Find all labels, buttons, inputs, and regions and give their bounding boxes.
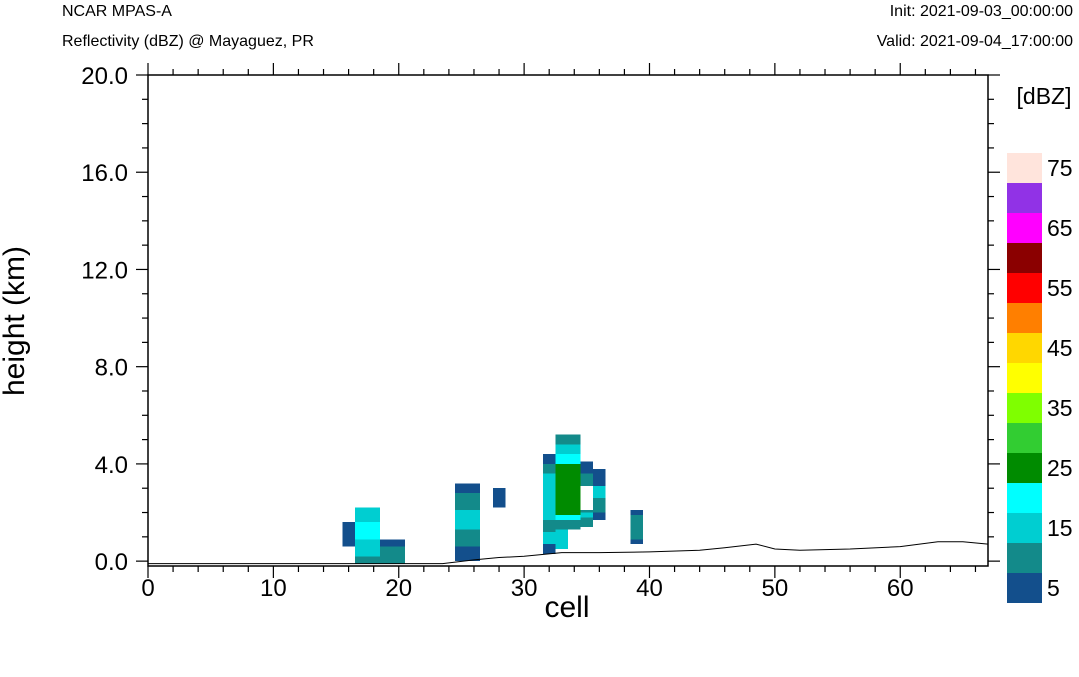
header-valid: Valid: 2021-09-04_17:00:00 bbox=[877, 33, 1073, 50]
reflectivity-cell-5 bbox=[379, 539, 406, 547]
reflectivity-cell-23 bbox=[555, 514, 581, 520]
x-tick-label-10: 10 bbox=[260, 575, 287, 602]
colorbar-label-15: 15 bbox=[1047, 515, 1073, 541]
colorbar-label-65: 65 bbox=[1047, 215, 1073, 241]
reflectivity-cell-15 bbox=[542, 473, 556, 520]
x-tick-label-50: 50 bbox=[762, 575, 789, 602]
reflectivity-cell-4 bbox=[354, 556, 380, 564]
reflectivity-cell-35 bbox=[630, 510, 644, 515]
y-tick-label-2: 8.0 bbox=[95, 355, 128, 382]
reflectivity-cell-10 bbox=[455, 529, 481, 547]
reflectivity-cell-24 bbox=[555, 519, 581, 530]
y-tick-label-0: 0.0 bbox=[95, 549, 128, 576]
header-field: Reflectivity (dBZ) @ Mayaguez, PR bbox=[62, 33, 314, 50]
reflectivity-cell-27 bbox=[580, 473, 594, 486]
reflectivity-cell-33 bbox=[593, 497, 606, 511]
reflectivity-cell-31 bbox=[593, 468, 606, 486]
reflectivity-cell-3 bbox=[354, 539, 380, 557]
colorbar-label-35: 35 bbox=[1047, 395, 1073, 421]
x-tick-label-60: 60 bbox=[887, 575, 914, 602]
reflectivity-cell-26 bbox=[580, 461, 594, 474]
y-tick-label-4: 16.0 bbox=[81, 160, 128, 187]
y-axis-label: height (km) bbox=[0, 246, 31, 396]
colorbar-label-5: 5 bbox=[1047, 575, 1060, 601]
x-tick-label-20: 20 bbox=[385, 575, 412, 602]
reflectivity-cell-21 bbox=[555, 454, 581, 464]
colorbar-swatch-65 bbox=[1007, 213, 1042, 243]
colorbar-swatch-55 bbox=[1007, 273, 1042, 303]
x-axis-label: cell bbox=[544, 591, 589, 624]
reflectivity-cell-37 bbox=[630, 539, 644, 545]
plot-frame bbox=[147, 74, 989, 567]
terrain-line bbox=[148, 541, 989, 565]
reflectivity-cell-20 bbox=[555, 444, 581, 455]
header-init: Init: 2021-09-03_00:00:00 bbox=[890, 3, 1073, 20]
reflectivity-cell-17 bbox=[542, 531, 556, 545]
colorbar-swatch-25 bbox=[1007, 453, 1042, 483]
tick-labels: 0 10 20 30 40 50 60 0.0 4.0 8.0 12.0 16.0 20.0 bbox=[81, 63, 913, 602]
colorbar-swatch-45 bbox=[1007, 333, 1042, 363]
colorbar-swatch-30 bbox=[1007, 423, 1042, 453]
reflectivity-cell-18 bbox=[542, 544, 556, 554]
colorbar-swatch-40 bbox=[1007, 363, 1042, 393]
reflectivity-cell-7 bbox=[455, 483, 481, 494]
y-tick-label-3: 12.0 bbox=[81, 257, 128, 284]
reflectivity-cell-32 bbox=[593, 485, 606, 498]
reflectivity-cell-19 bbox=[555, 434, 581, 445]
terrain-polyline bbox=[148, 541, 989, 565]
reflectivity-cell-28 bbox=[580, 512, 594, 518]
x-tick-label-40: 40 bbox=[636, 575, 663, 602]
axis-ticks bbox=[136, 63, 1000, 578]
colorbar-label-75: 75 bbox=[1047, 155, 1073, 181]
reflectivity-cell-22 bbox=[555, 463, 581, 515]
reflectivity-cell-8 bbox=[455, 493, 481, 511]
colorbar-swatch-35 bbox=[1007, 393, 1042, 423]
reflectivity-cell-9 bbox=[455, 510, 481, 530]
reflectivity-cell-16 bbox=[542, 519, 556, 532]
reflectivity-cells bbox=[342, 434, 644, 564]
reflectivity-cell-1 bbox=[354, 507, 380, 523]
colorbar: 5 15 25 35 45 55 65 75 bbox=[1007, 153, 1073, 603]
reflectivity-cell-12 bbox=[492, 488, 506, 508]
reflectivity-cell-14 bbox=[542, 463, 556, 474]
colorbar-label-55: 55 bbox=[1047, 275, 1073, 301]
reflectivity-cell-6 bbox=[379, 546, 406, 564]
colorbar-swatch-10 bbox=[1007, 543, 1042, 573]
colorbar-swatch-75 bbox=[1007, 153, 1042, 183]
reflectivity-cell-25 bbox=[555, 529, 568, 549]
reflectivity-cell-34 bbox=[593, 512, 606, 520]
reflectivity-cell-30 bbox=[580, 510, 606, 513]
reflectivity-cell-29 bbox=[580, 517, 594, 528]
y-tick-label-1: 4.0 bbox=[95, 452, 128, 479]
colorbar-swatch-60 bbox=[1007, 243, 1042, 273]
y-tick-label-5: 20.0 bbox=[81, 63, 128, 90]
reflectivity-cell-11 bbox=[455, 546, 481, 562]
x-tick-label-0: 0 bbox=[141, 575, 154, 602]
colorbar-unit-label: [dBZ] bbox=[1017, 83, 1072, 109]
colorbar-swatch-20 bbox=[1007, 483, 1042, 513]
reflectivity-cell-2 bbox=[354, 522, 380, 540]
reflectivity-cell-13 bbox=[542, 454, 556, 464]
colorbar-label-45: 45 bbox=[1047, 335, 1073, 361]
reflectivity-cell-0 bbox=[342, 522, 355, 547]
header-model: NCAR MPAS-A bbox=[62, 3, 172, 20]
reflectivity-cell-36 bbox=[630, 514, 644, 540]
colorbar-label-25: 25 bbox=[1047, 455, 1073, 481]
colorbar-swatch-15 bbox=[1007, 513, 1042, 543]
x-tick-label-30: 30 bbox=[511, 575, 538, 602]
colorbar-swatch-50 bbox=[1007, 303, 1042, 333]
colorbar-swatch-5 bbox=[1007, 573, 1042, 603]
colorbar-swatch-70 bbox=[1007, 183, 1042, 213]
